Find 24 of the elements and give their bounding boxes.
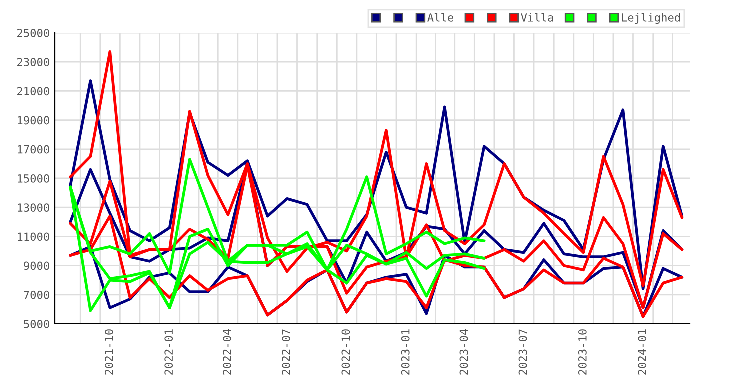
x-tick-label: 2022-07	[282, 330, 290, 375]
y-tick-label: 9000	[24, 262, 50, 270]
y-tick-label: 25000	[18, 29, 50, 38]
legend-label: Villa	[521, 13, 554, 22]
x-tick-label: 2022-01	[164, 330, 174, 375]
y-tick-label: 17000	[18, 145, 50, 154]
x-tick-label: 2023-10	[578, 330, 587, 375]
x-tick-label: 2024-01	[638, 330, 647, 375]
y-tick-label: 5000	[24, 320, 50, 328]
y-tick-label: 7000	[24, 290, 50, 300]
y-tick-label: 21000	[18, 87, 50, 96]
x-tick-label: 2022-04	[223, 329, 232, 375]
x-tick-label: 2021-10	[104, 330, 114, 375]
legend-label: Lejlighed	[622, 13, 680, 24]
legend-label: Alle	[428, 13, 454, 22]
x-tick-label: 2023-07	[518, 330, 528, 375]
y-tick-label: 23000	[18, 58, 50, 67]
y-tick-label: 19000	[18, 116, 50, 125]
y-tick-label: 13000	[18, 204, 50, 212]
y-tick-label: 15000	[18, 174, 50, 183]
x-tick-label: 2022-10	[342, 330, 350, 375]
x-tick-label: 2023-04	[460, 329, 468, 375]
x-tick-label: 2023-01	[401, 330, 410, 375]
y-tick-label: 11000	[18, 232, 50, 242]
